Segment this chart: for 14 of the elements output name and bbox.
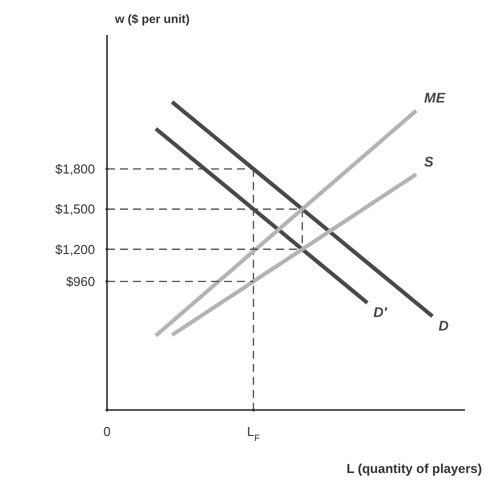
series-label: D′: [373, 304, 388, 320]
series-label: D: [438, 317, 449, 334]
x-tick-label: 0: [103, 424, 111, 439]
series-label: ME: [424, 90, 446, 106]
x-tick-label: L$_{F}$: [247, 424, 260, 443]
x-axis-title: L (quantity of players): [346, 461, 482, 476]
y-tick-label: $960: [66, 274, 95, 289]
y-tick-label: $1,500: [55, 202, 95, 217]
line-series: [154, 108, 418, 338]
series-label: S: [424, 153, 434, 170]
y-axis-title: w ($ per unit): [114, 12, 190, 26]
y-tick-label: $1,200: [55, 242, 95, 257]
y-tick-label: $1,800: [55, 161, 95, 176]
line-series: [170, 172, 418, 337]
